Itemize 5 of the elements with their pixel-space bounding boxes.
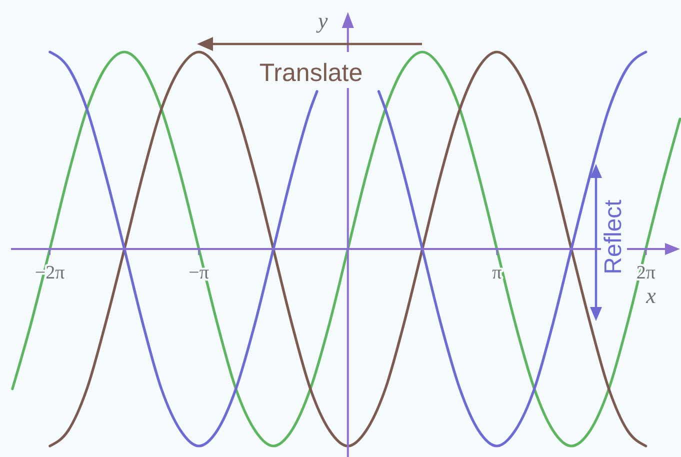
annotation: Translate xyxy=(259,59,363,87)
x-axis-title: x xyxy=(645,283,656,308)
y-axis-title: y xyxy=(316,8,328,33)
x-tick-label: π xyxy=(492,262,502,284)
annotation: Reflect xyxy=(600,199,627,274)
